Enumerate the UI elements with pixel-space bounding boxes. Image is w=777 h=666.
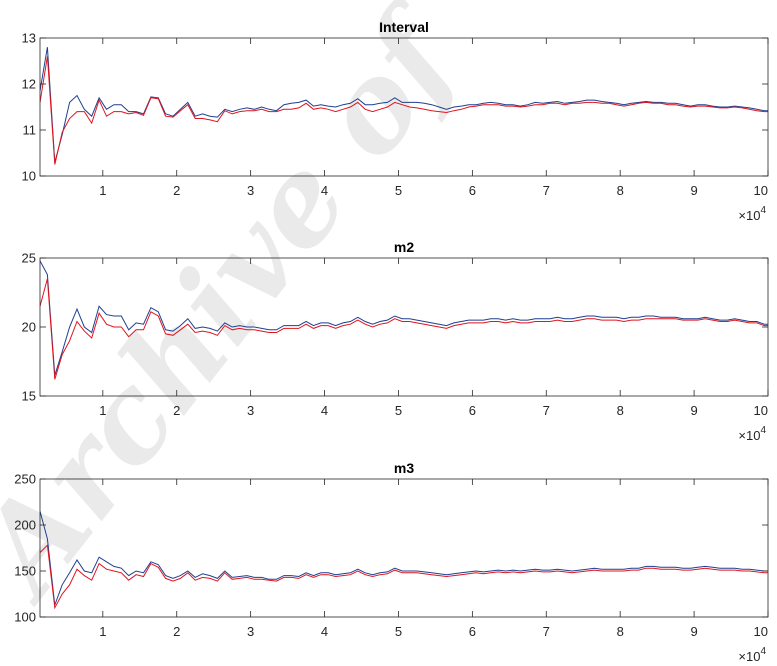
x-tick-label: 2 <box>173 183 180 198</box>
x-axis-multiplier: ×104 <box>738 646 766 664</box>
x-tick-label: 8 <box>617 624 624 639</box>
y-tick-label: 12 <box>22 77 36 92</box>
x-tick-label: 10 <box>754 403 768 418</box>
x-tick-label: 7 <box>543 183 550 198</box>
x-tick-label: 7 <box>543 624 550 639</box>
x-tick-label: 7 <box>543 403 550 418</box>
x-tick-label: 1 <box>99 183 106 198</box>
chart-panel-2: 1 2 3 4 5 6 7 8 9 10 15 20 25 m2 ×104 <box>22 239 769 443</box>
x-tick-label: 4 <box>321 624 328 639</box>
chart-title: m3 <box>394 460 414 476</box>
red-series-line <box>40 56 768 165</box>
x-tick-label: 8 <box>617 183 624 198</box>
x-tick-label: 6 <box>469 624 476 639</box>
blue-series-line <box>40 260 768 376</box>
x-tick-label: 2 <box>173 624 180 639</box>
axes-box <box>39 37 769 177</box>
blue-series-line <box>40 47 768 163</box>
x-tick-label: 10 <box>754 624 768 639</box>
y-tick-label: 250 <box>14 472 36 487</box>
x-tick-label: 1 <box>99 624 106 639</box>
x-tick-label: 8 <box>617 403 624 418</box>
x-tick-label: 10 <box>754 183 768 198</box>
x-tick-label: 2 <box>173 403 180 418</box>
x-tick-label: 3 <box>247 624 254 639</box>
x-tick-label: 3 <box>247 403 254 418</box>
chart-title: Interval <box>379 19 429 35</box>
y-tick-label: 11 <box>23 123 37 138</box>
chart-panel-3: 1 2 3 4 5 6 7 8 9 10 100 150 200 250 m3 ×104 <box>14 460 769 664</box>
x-tick-label: 9 <box>690 403 697 418</box>
y-tick-label: 20 <box>22 320 36 335</box>
x-tick-label: 6 <box>469 183 476 198</box>
y-tick-label: 15 <box>22 389 36 404</box>
red-series-line <box>40 544 768 610</box>
x-tick-label: 5 <box>395 403 402 418</box>
x-tick-label: 9 <box>690 183 697 198</box>
axes-box <box>39 478 769 618</box>
x-tick-label: 5 <box>395 624 402 639</box>
x-tick-label: 6 <box>469 403 476 418</box>
y-tick-label: 150 <box>14 564 36 579</box>
x-tick-label: 1 <box>99 403 106 418</box>
y-tick-label: 10 <box>22 169 36 184</box>
red-series-line <box>40 278 768 380</box>
chart-title: m2 <box>394 239 414 255</box>
x-tick-label: 4 <box>321 183 328 198</box>
x-axis-multiplier: ×104 <box>738 425 766 443</box>
y-tick-label: 200 <box>14 518 36 533</box>
watermark: Archive of <box>0 0 493 626</box>
x-tick-label: 9 <box>690 624 697 639</box>
x-tick-label: 5 <box>395 183 402 198</box>
x-axis-multiplier: ×104 <box>738 205 766 223</box>
x-tick-label: 3 <box>247 183 254 198</box>
y-tick-label: 25 <box>22 251 36 266</box>
y-tick-label: 100 <box>14 610 36 625</box>
x-tick-label: 4 <box>321 403 328 418</box>
blue-series-line <box>40 511 768 606</box>
y-tick-label: 13 <box>22 31 36 46</box>
